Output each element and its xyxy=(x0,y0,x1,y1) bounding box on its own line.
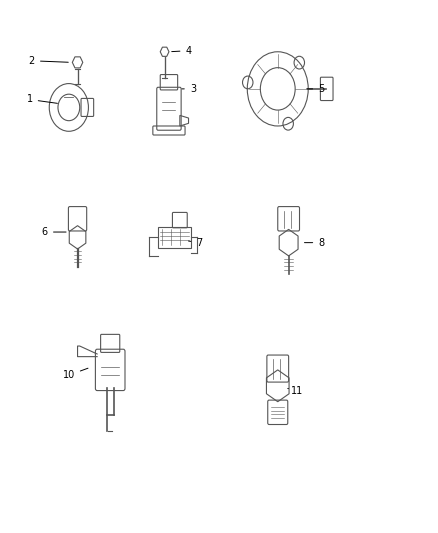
Text: 10: 10 xyxy=(63,368,88,380)
Text: 7: 7 xyxy=(188,238,202,248)
Text: 2: 2 xyxy=(29,56,68,66)
Text: 5: 5 xyxy=(307,84,325,94)
Text: 11: 11 xyxy=(288,386,304,396)
Text: 6: 6 xyxy=(42,227,66,237)
Text: 8: 8 xyxy=(304,238,325,248)
Text: 4: 4 xyxy=(172,46,191,56)
Text: 3: 3 xyxy=(182,84,196,94)
Text: 1: 1 xyxy=(27,94,57,104)
